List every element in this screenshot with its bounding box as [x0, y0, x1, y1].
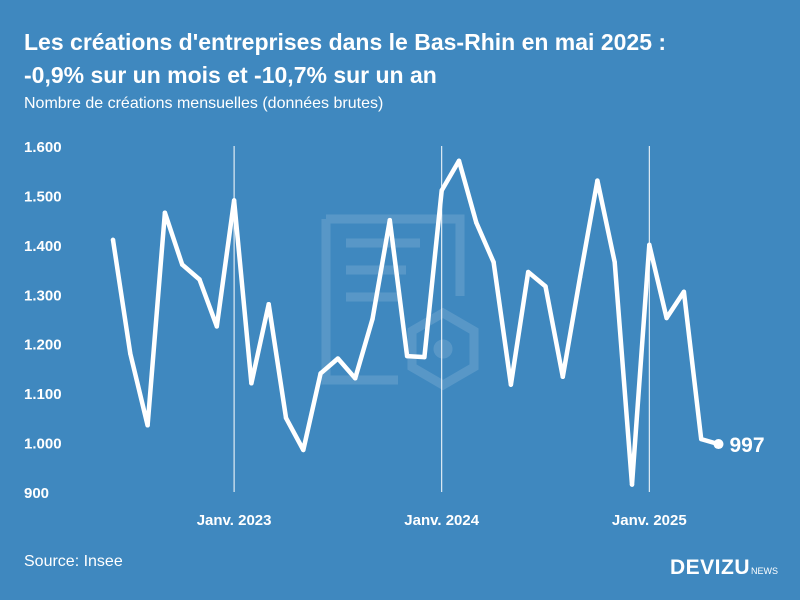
x-tick-label: Janv. 2024: [404, 512, 479, 529]
data-point: [577, 274, 583, 280]
data-point: [612, 259, 617, 265]
data-point: [370, 316, 375, 322]
y-tick-label: 1.000: [24, 436, 62, 453]
brand-name: DEVIZU: [669, 556, 750, 579]
last-value-label: 997: [730, 434, 765, 457]
y-tick-label: 1.400: [24, 238, 62, 255]
y-tick-label: 1.100: [24, 386, 62, 403]
brand-logo: DEVIZUNEWS: [670, 556, 778, 580]
data-point: [508, 382, 514, 387]
data-point: [647, 242, 652, 248]
last-point-marker: [713, 439, 724, 450]
data-point: [526, 269, 531, 275]
data-point: [474, 220, 479, 225]
watermark-logo: [321, 214, 479, 391]
chart-title-line-1: Les créations d'entreprises dans le Bas-…: [24, 29, 667, 55]
data-point: [681, 289, 687, 295]
series-line: [110, 158, 721, 487]
x-tick-label: Janv. 2023: [197, 512, 272, 529]
data-point: [404, 353, 410, 359]
data-point: [664, 315, 669, 321]
data-point: [387, 217, 392, 223]
data-point: [439, 188, 444, 193]
data-point: [301, 447, 306, 453]
data-point: [595, 178, 600, 183]
data-point: [110, 237, 116, 243]
data-point: [266, 301, 271, 307]
chart-subtitle: Nombre de créations mensuelles (données …: [24, 95, 384, 112]
data-point: [145, 423, 150, 428]
data-point: [283, 415, 289, 421]
series-points: [110, 158, 721, 487]
y-tick-label: 1.600: [24, 139, 62, 156]
data-point: [214, 324, 219, 329]
source-note: Source: Insee: [24, 553, 123, 570]
data-point: [699, 436, 704, 442]
data-point: [491, 259, 496, 265]
data-point: [335, 356, 341, 361]
data-point: [318, 371, 323, 376]
y-tick-label: 1.500: [24, 188, 62, 205]
data-point: [162, 210, 168, 215]
data-point: [231, 198, 237, 203]
data-point: [456, 158, 462, 164]
data-point: [560, 374, 565, 380]
y-tick-label: 900: [24, 485, 49, 502]
data-point: [422, 354, 427, 360]
data-point: [197, 277, 202, 282]
y-axis-ticks: 900 1.000 1.100 1.200 1.300 1.400 1.500 1.600: [24, 139, 62, 502]
data-point: [353, 376, 358, 381]
chart-title: Les créations d'entreprises dans le Bas-…: [24, 26, 784, 92]
data-point: [249, 381, 254, 386]
data-point: [543, 284, 548, 289]
x-tick-label: Janv. 2025: [612, 512, 687, 529]
x-axis-ticks: Janv. 2023 Janv. 2024 Janv. 2025: [197, 512, 687, 529]
chart-title-line-2: -0,9% sur un mois et -10,7% sur un an: [24, 62, 437, 88]
brand-suffix: NEWS: [751, 566, 778, 576]
y-tick-label: 1.300: [24, 287, 62, 304]
data-point: [180, 262, 185, 267]
y-tick-label: 1.200: [24, 337, 62, 354]
data-point: [629, 482, 635, 487]
data-point: [128, 351, 133, 356]
